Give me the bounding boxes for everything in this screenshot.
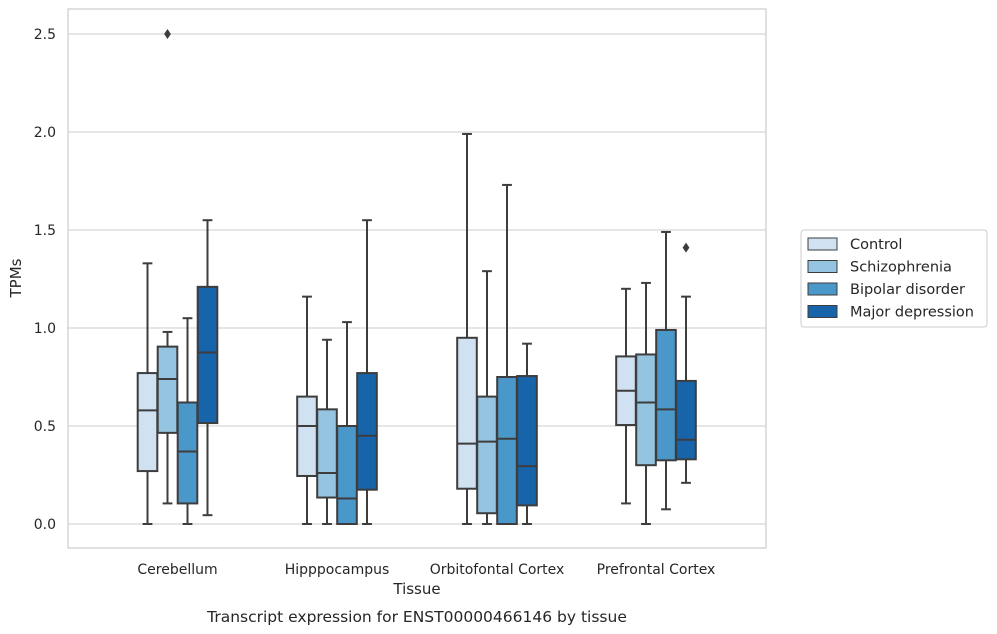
box-major-depression: [356, 219, 378, 525]
box-body: [196, 285, 219, 425]
legend-swatch: [807, 237, 838, 251]
box-schizophrenia: [635, 281, 657, 525]
box-schizophrenia: [156, 29, 179, 505]
x-tick-label: Hipppocampus: [285, 562, 390, 578]
box-body: [156, 345, 179, 434]
x-axis-label: Tissue: [392, 580, 440, 598]
chart-caption: Transcript expression for ENST0000046614…: [206, 608, 627, 626]
box-control: [136, 262, 159, 525]
legend-label: Bipolar disorder: [850, 282, 965, 298]
y-axis-label: TPMs: [7, 258, 25, 298]
box-bipolar-disorder: [176, 317, 199, 525]
x-tick-label: Prefrontal Cortex: [597, 562, 716, 578]
plot-area: [67, 8, 767, 549]
box-body: [496, 376, 518, 525]
legend-swatch: [807, 260, 838, 273]
box-bipolar-disorder: [655, 230, 677, 511]
boxes: [136, 29, 697, 525]
y-tick-labels: 0.0 0.5 1.0 1.5 2.0 2.5: [34, 27, 56, 533]
legend-label: Control: [850, 237, 902, 253]
x-tick-labels: Cerebellum Hipppocampus Orbitofontal Corte…: [137, 562, 715, 578]
box-body: [516, 375, 538, 507]
outlier-marker: [164, 29, 171, 39]
y-tick-label: 2.0: [34, 125, 56, 141]
box-body: [176, 401, 199, 505]
box-body: [476, 395, 498, 515]
box-major-depression: [196, 219, 219, 517]
box-major-depression: [675, 242, 697, 484]
legend-swatch: [807, 305, 838, 318]
legend-frame: [800, 229, 988, 328]
box-control: [456, 132, 478, 525]
box-major-depression: [516, 342, 538, 525]
legend-label: Schizophrenia: [850, 260, 952, 276]
y-tick-label: 0.0: [34, 517, 56, 533]
outlier-marker: [682, 242, 690, 253]
box-body: [356, 372, 378, 491]
box-body: [675, 379, 697, 461]
y-tick-label: 1.0: [34, 321, 56, 337]
box-body: [635, 353, 657, 467]
y-tick-label: 0.5: [34, 419, 56, 435]
box-body: [136, 372, 159, 473]
box-control: [615, 287, 637, 505]
legend: Control Schizophrenia Bipolar disorder Majo…: [800, 229, 988, 328]
legend-swatch: [807, 282, 838, 296]
legend-label: Major depression: [850, 305, 974, 321]
x-tick-label: Cerebellum: [137, 562, 217, 578]
box-body: [296, 395, 318, 477]
box-body: [456, 336, 478, 490]
box-body: [316, 408, 338, 499]
y-tick-label: 2.5: [34, 27, 56, 43]
x-tick-label: Orbitofontal Cortex: [430, 562, 565, 578]
box-body: [655, 328, 677, 462]
box-body: [336, 425, 358, 525]
y-tick-label: 1.5: [34, 223, 56, 239]
